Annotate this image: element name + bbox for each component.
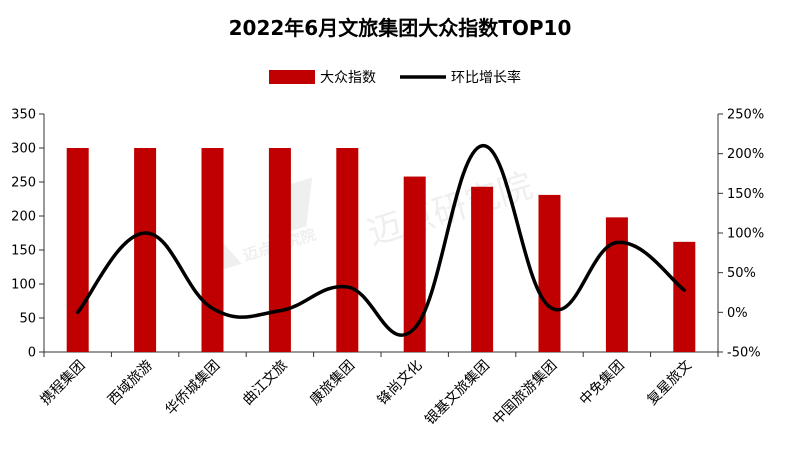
legend-bar-swatch: [269, 70, 315, 84]
watermark-text-large: 迈点研究院: [363, 166, 537, 254]
bar: [134, 148, 157, 352]
bar: [66, 148, 89, 352]
bar: [471, 186, 494, 352]
right-tick-label: -50%: [727, 346, 761, 361]
left-tick-label: 300: [11, 142, 36, 157]
right-tick-label: 0%: [727, 306, 748, 321]
x-tick-label: 中国旅游集团: [489, 357, 560, 428]
right-tick-label: 100%: [727, 227, 764, 242]
bar-series: [66, 148, 696, 352]
bar: [538, 194, 561, 352]
left-tick-label: 200: [11, 210, 36, 225]
growth-rate-line: [75, 143, 687, 337]
left-tick-label: 350: [11, 108, 36, 123]
bar: [403, 176, 426, 352]
right-tick-label: 200%: [727, 147, 764, 162]
left-axis-ticks: 0 50 100 150 200 250 300 350: [11, 108, 44, 361]
x-tick-label: 复星旅文: [644, 357, 696, 409]
bar: [336, 148, 359, 352]
x-tick-label: 华侨城集团: [162, 357, 224, 419]
chart-title: 2022年6月文旅集团大众指数TOP10: [229, 16, 572, 40]
left-tick-label: 250: [11, 176, 36, 191]
x-tick-label: 携程集团: [37, 357, 89, 409]
right-axis-ticks: -50% 0% 50% 100% 150% 200% 250%: [718, 108, 764, 361]
x-tick-label: 西域旅游: [105, 358, 156, 409]
bar: [605, 217, 628, 352]
bar: [201, 148, 224, 352]
x-tick-label: 曲江文旅: [240, 358, 291, 409]
bar: [673, 241, 696, 352]
right-tick-label: 150%: [727, 187, 764, 202]
legend-line-label: 环比增长率: [451, 69, 521, 86]
legend-bar-label: 大众指数: [320, 70, 376, 86]
x-tick-label: 银基文旅集团: [422, 357, 493, 428]
left-tick-label: 50: [19, 312, 36, 327]
x-tick-label: 康旅集团: [307, 357, 359, 409]
left-tick-label: 150: [11, 244, 36, 259]
right-tick-label: 50%: [727, 266, 756, 281]
legend: 大众指数 环比增长率: [269, 69, 521, 86]
left-tick-label: 0: [28, 346, 36, 361]
x-tick-label: 中免集团: [576, 357, 628, 409]
x-tick-label: 锋尚文化: [375, 358, 426, 409]
left-tick-label: 100: [11, 278, 36, 293]
right-tick-label: 250%: [727, 108, 764, 123]
bar: [268, 148, 291, 352]
